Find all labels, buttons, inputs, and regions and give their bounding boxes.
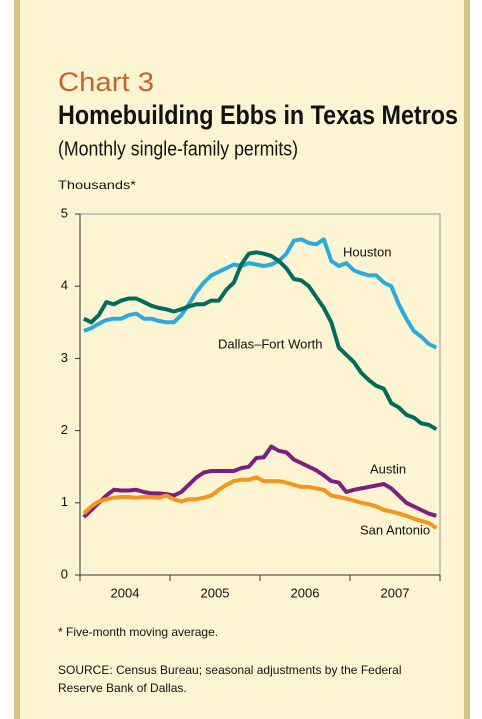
series-line xyxy=(82,444,437,519)
x-tick-label: 2006 xyxy=(291,585,320,600)
series-label: San Antonio xyxy=(360,522,430,537)
series-label: Austin xyxy=(370,461,406,476)
y-axis-label: Thousands* xyxy=(58,178,136,192)
series-label: Dallas–Fort Worth xyxy=(218,336,323,351)
y-tick-label: 3 xyxy=(61,350,68,365)
chart-subtitle: (Monthly single-family permits) xyxy=(58,138,298,160)
series-label: Houston xyxy=(343,244,391,259)
y-tick-label: 0 xyxy=(61,566,68,581)
y-tick-label: 2 xyxy=(61,422,68,437)
chart-kicker: Chart 3 xyxy=(58,67,154,97)
y-tick-label: 5 xyxy=(61,205,68,220)
source: SOURCE: Census Bureau; seasonal adjustme… xyxy=(58,663,402,695)
footnote: * Five-month moving average. xyxy=(58,625,219,639)
x-tick-label: 2007 xyxy=(381,585,410,600)
chart-title: Homebuilding Ebbs in Texas Metros xyxy=(58,100,458,130)
y-tick-label: 4 xyxy=(61,278,68,293)
series-line xyxy=(82,475,438,530)
x-tick-label: 2004 xyxy=(111,585,140,600)
series-line xyxy=(82,250,438,431)
card xyxy=(14,0,470,719)
series-line xyxy=(83,237,438,350)
y-tick-label: 1 xyxy=(61,494,68,509)
x-tick-label: 2005 xyxy=(201,585,230,600)
